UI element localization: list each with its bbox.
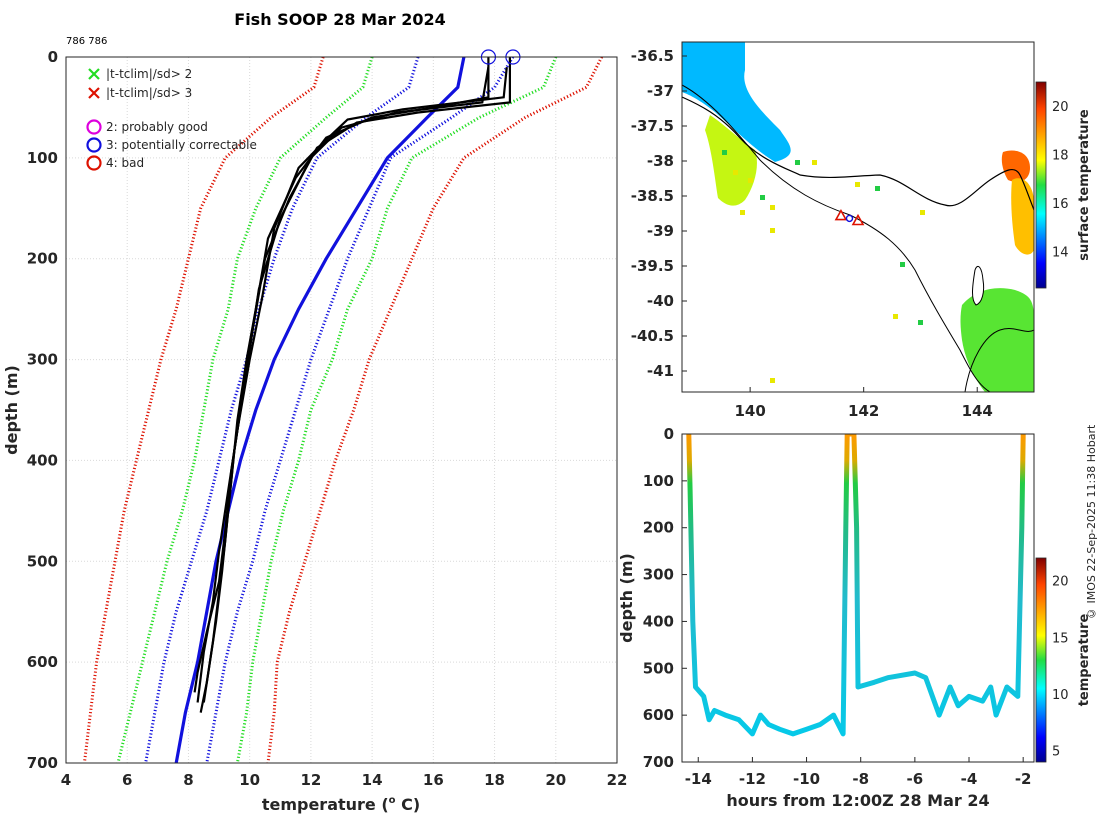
profile-y-tick-label: 600 (27, 653, 58, 671)
profile-x-tick-label: 4 (61, 771, 71, 789)
profile-series-clim-minus-2sd (116, 57, 374, 763)
legend-circle-marker (86, 155, 102, 171)
profile-y-tick-label: 100 (27, 149, 58, 167)
profile-legend: |t-tclim|/sd> 2 |t-tclim|/sd> 3 2: probabl… (86, 67, 257, 171)
profile-series-climatology-mean (174, 57, 466, 763)
figure-id-label: 786 786 (66, 36, 108, 47)
credit-text: © IMOS 22-Sep-2025 11:38 Hobart (1085, 424, 1098, 620)
profile-series-clim-plus-3sd (266, 57, 604, 763)
profile-y-tick-label: 500 (27, 552, 58, 570)
profile-y-tick-label: 700 (27, 754, 58, 772)
profile-y-tick-label: 0 (48, 48, 58, 66)
profile-x-tick-label: 22 (607, 771, 628, 789)
legend-label: |t-tclim|/sd> 2 (106, 67, 192, 81)
profile-y-axis-label: depth (m) (2, 365, 21, 455)
profile-y-tick-label: 300 (27, 351, 58, 369)
legend-label: 4: bad (106, 156, 144, 170)
legend-label: 3: potentially correctable (106, 138, 257, 152)
profile-trace-profile-4 (196, 66, 508, 703)
profile-x-tick-label: 18 (484, 771, 505, 789)
profile-plot-area (66, 57, 617, 763)
profile-series-clim-minus-1sd (144, 57, 420, 763)
profile-x-axis-label: temperature (o C) (262, 795, 420, 814)
legend-circle-marker (86, 137, 102, 153)
profile-x-tick-label: 16 (423, 771, 444, 789)
legend-label: |t-tclim|/sd> 3 (106, 86, 192, 100)
profile-series-clim-plus-2sd (235, 57, 558, 763)
profile-x-tick-label: 8 (183, 771, 193, 789)
profile-x-tick-label: 6 (122, 771, 132, 789)
profile-y-tick-label: 400 (27, 451, 58, 469)
profile-x-tick-label: 20 (545, 771, 566, 789)
profile-y-tick-label: 200 (27, 250, 58, 268)
profile-series-clim-plus-1sd (205, 57, 515, 763)
figure-title: Fish SOOP 28 Mar 2024 (234, 10, 446, 29)
legend-x-marker (88, 87, 100, 99)
legend-circle-marker (86, 119, 102, 135)
legend-label: 2: probably good (106, 120, 208, 134)
profile-x-tick-label: 14 (362, 771, 383, 789)
profile-x-tick-label: 10 (239, 771, 260, 789)
profile-x-tick-label: 12 (300, 771, 321, 789)
legend-x-marker (88, 68, 100, 80)
